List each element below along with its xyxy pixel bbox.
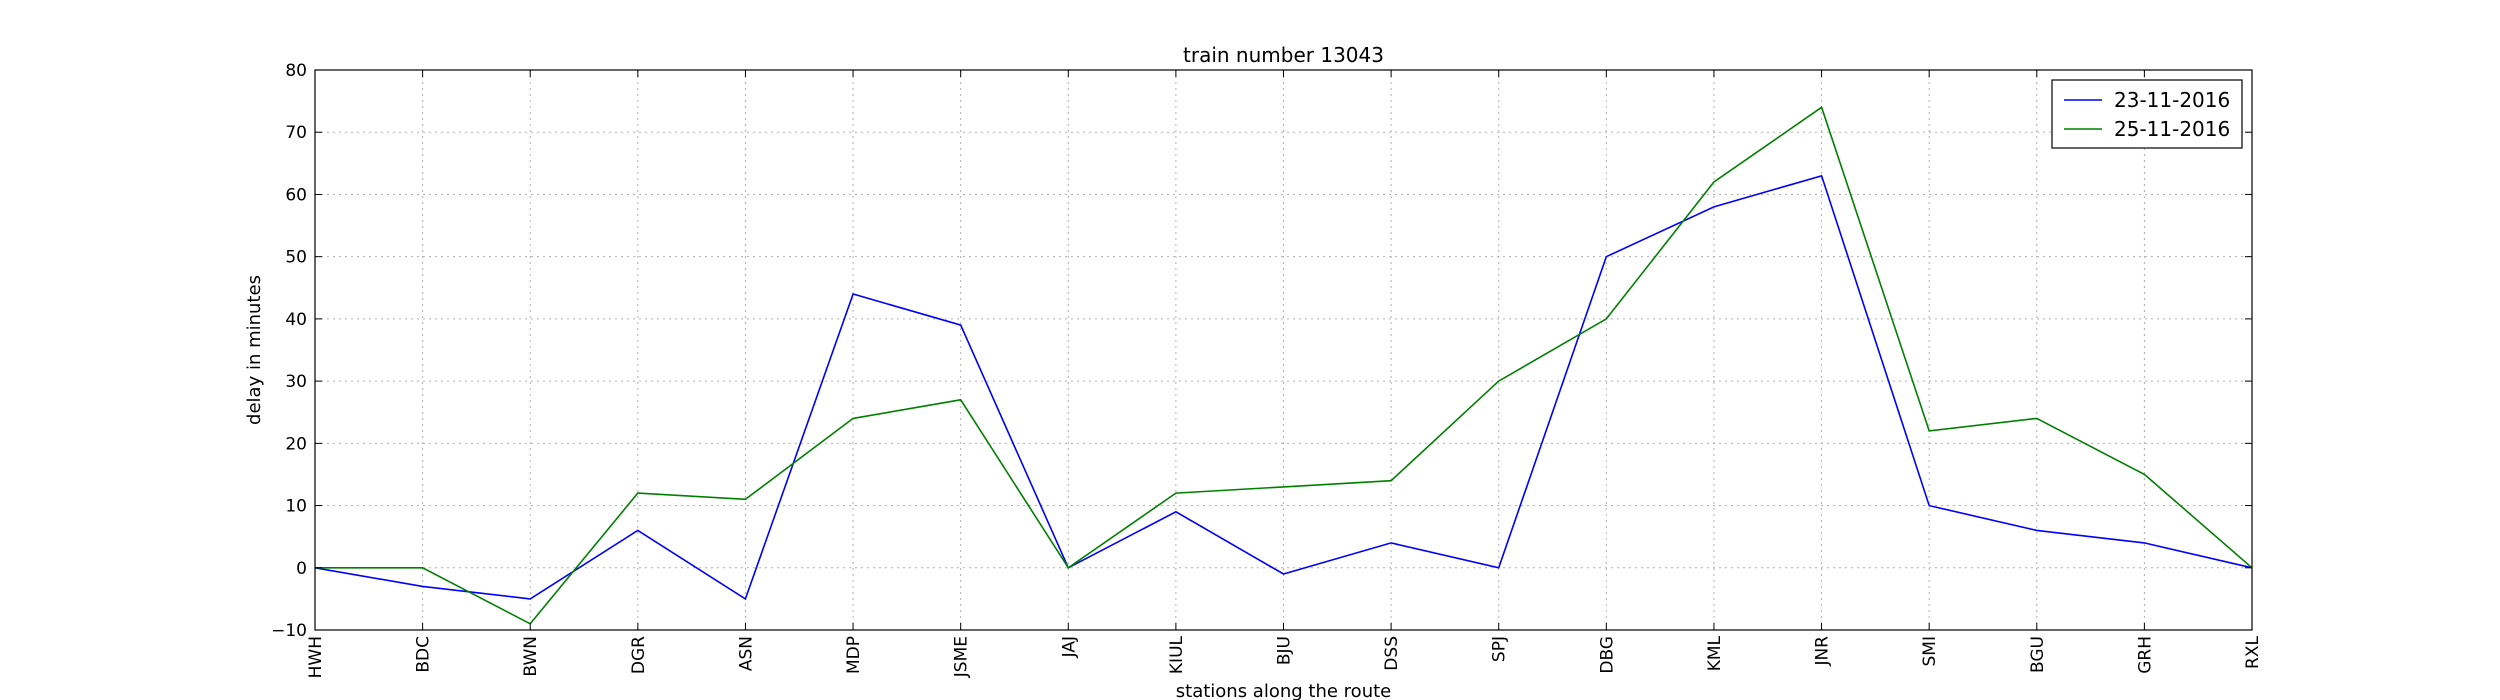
x-tick-label: DGR [629, 636, 649, 674]
x-tick-label: JSME [952, 636, 972, 678]
x-tick-label: KML [1705, 635, 1725, 671]
x-tick-label: HWH [306, 636, 326, 678]
y-tick-label: 60 [285, 185, 307, 205]
legend-label-2: 25-11-2016 [2114, 117, 2230, 141]
series-layer [314, 106, 2253, 625]
legend: 23-11-2016 25-11-2016 [2051, 79, 2243, 149]
x-tick-label: BWN [521, 636, 541, 677]
series-line-1 [314, 174, 2253, 601]
x-axis-title: stations along the route [1176, 681, 1391, 700]
x-tick-label: SMI [1920, 636, 1940, 666]
y-tick-label: 0 [296, 559, 307, 579]
legend-items: 23-11-2016 25-11-2016 [2064, 88, 2230, 141]
x-tick-label: GRH [2135, 636, 2155, 674]
chart-title: train number 13043 [1183, 43, 1384, 67]
x-axis-ticks: HWH BDC BWN DGR ASN MDP JSME JAJ KIUL BJU DSS SPJ DB… [306, 70, 2263, 678]
legend-label-1: 23-11-2016 [2114, 88, 2230, 112]
x-tick-label: DSS [1382, 636, 1402, 671]
x-tick-label: DBG [1597, 636, 1617, 674]
x-tick-label: ASN [736, 636, 756, 671]
y-tick-label: 40 [285, 310, 307, 330]
y-tick-label: −10 [271, 621, 307, 641]
series-line-2 [315, 106, 2253, 625]
grid-layer [314, 69, 2253, 631]
x-tick-label: JNR [1813, 636, 1833, 667]
legend-box [2051, 79, 2243, 149]
y-axis-title: delay in minutes [244, 275, 265, 425]
x-tick-label: MDP [844, 636, 864, 674]
y-tick-label: 10 [285, 497, 307, 517]
y-tick-label: 70 [285, 123, 307, 143]
x-tick-label: RXL [2243, 635, 2263, 668]
y-tick-label: 50 [285, 248, 307, 268]
x-tick-label: KIUL [1167, 635, 1187, 674]
x-tick-label: BGU [2028, 636, 2048, 673]
x-tick-label: BDC [414, 636, 434, 673]
x-tick-label: JAJ [1059, 636, 1079, 658]
y-tick-label: 20 [285, 434, 307, 454]
y-tick-label: 80 [285, 61, 307, 81]
y-axis-ticks: −10 0 10 20 30 40 50 60 70 80 [271, 61, 2252, 641]
y-tick-label: 30 [285, 372, 307, 392]
x-tick-label: SPJ [1490, 636, 1510, 662]
x-tick-label: BJU [1275, 636, 1295, 665]
